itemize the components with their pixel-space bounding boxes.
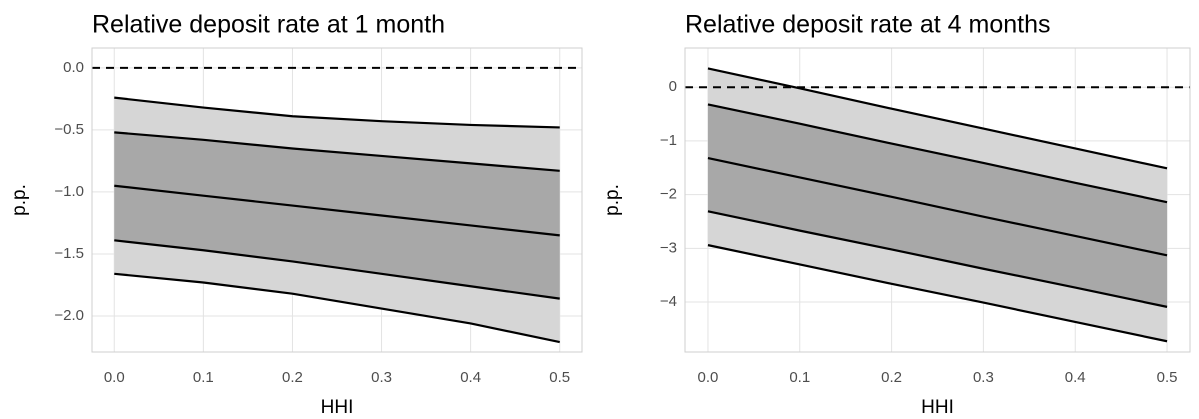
x-tick-label: 0.5	[1157, 369, 1178, 386]
x-tick-label: 0.2	[282, 369, 303, 386]
x-axis-label: HHI	[921, 397, 954, 418]
y-tick-label: −0.5	[54, 121, 84, 138]
line	[707, 157, 1168, 257]
band	[114, 132, 560, 299]
x-tick-label: 0.4	[1065, 369, 1086, 386]
y-tick-label: 0	[669, 78, 677, 95]
x-tick-label: 0.1	[789, 369, 810, 386]
y-axis-label: p.p.	[602, 184, 623, 216]
y-axis-label: p.p.	[9, 184, 30, 216]
line	[114, 96, 560, 129]
line	[114, 184, 560, 237]
line	[707, 103, 1168, 204]
x-tick-label: 0.3	[973, 369, 994, 386]
x-tick-label: 0.5	[549, 369, 570, 386]
line	[707, 67, 1168, 170]
x-tick-label: 0.4	[460, 369, 481, 386]
line	[707, 244, 1168, 343]
line	[114, 239, 560, 300]
y-tick-label: −3	[660, 239, 677, 256]
line	[707, 210, 1168, 308]
x-tick-label: 0.3	[371, 369, 392, 386]
panel-border	[91, 47, 583, 353]
x-axis-label: HHI	[321, 397, 354, 418]
y-tick-label: −2.0	[54, 307, 84, 324]
y-tick-label: −1.5	[54, 245, 84, 262]
line	[114, 272, 560, 344]
x-tick-label: 0.1	[193, 369, 214, 386]
y-tick-label: 0.0	[63, 59, 84, 76]
chart-title: Relative deposit rate at 1 month	[92, 11, 445, 39]
x-tick-label: 0.0	[104, 369, 125, 386]
x-tick-label: 0.0	[698, 369, 719, 386]
line	[114, 131, 560, 172]
y-tick-label: −2	[660, 186, 677, 203]
panel-border	[684, 47, 1191, 353]
y-tick-label: −4	[660, 293, 677, 310]
y-tick-label: −1	[660, 132, 677, 149]
x-tick-label: 0.2	[881, 369, 902, 386]
y-tick-label: −1.0	[54, 183, 84, 200]
chart-title: Relative deposit rate at 4 months	[685, 11, 1050, 39]
